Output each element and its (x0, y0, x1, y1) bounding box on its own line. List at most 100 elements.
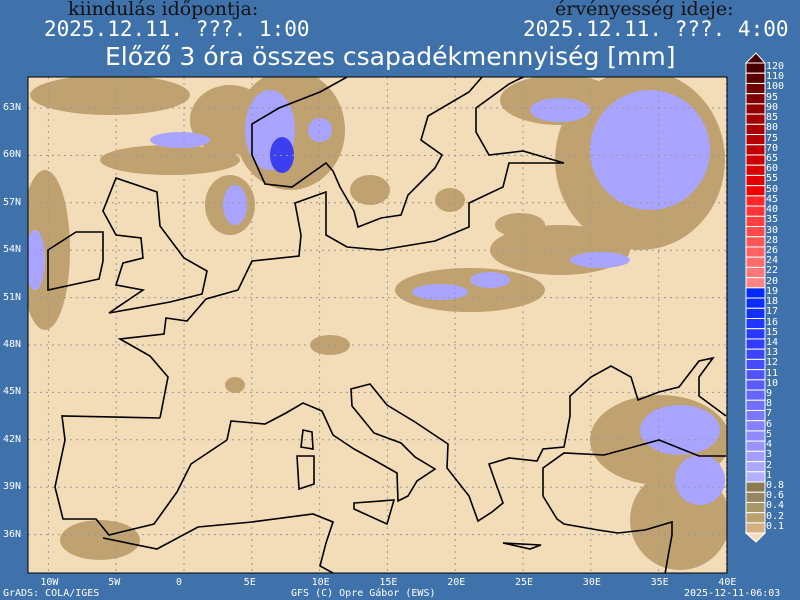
colorbar-swatch (745, 440, 766, 452)
footer-credit: GFS (C) Opre Gábor (EWS) (291, 588, 436, 599)
colorbar-swatch (745, 358, 766, 371)
colorbar-label: 19 (766, 285, 779, 297)
colorbar-label: 0.2 (766, 510, 785, 522)
colorbar-swatch (745, 399, 766, 411)
longitude-label: 35E (650, 577, 669, 588)
colorbar-label: 11 (766, 367, 779, 379)
colorbar-swatch (745, 236, 766, 248)
colorbar-label: 18 (766, 296, 779, 308)
colorbar-swatch (745, 512, 766, 524)
valid-time-value: 2025.12.11. ???. 4:00 (523, 17, 789, 41)
colorbar-swatch (745, 246, 766, 258)
longitude-label: 10W (40, 577, 59, 588)
colorbar-label: 15 (766, 326, 779, 338)
map-title: Előző 3 óra összes csapadékmennyiség [mm… (105, 42, 676, 71)
latitude-label: 63N (3, 102, 22, 113)
colorbar-swatch (745, 379, 766, 391)
colorbar-label: 75 (766, 132, 779, 144)
coast-scandinavia (251, 77, 483, 229)
colorbar-label: 45 (766, 193, 779, 205)
colorbar-label: 80 (766, 122, 779, 134)
colorbar-swatch (745, 195, 766, 207)
colorbar-label: 22 (766, 265, 779, 277)
colorbar-label: 40 (766, 204, 779, 216)
coast-turkey (542, 439, 726, 573)
colorbar-swatch (745, 491, 766, 503)
colorbar-swatch (745, 328, 766, 340)
colorbar-label: 3 (766, 449, 773, 461)
colorbar-label: 10 (766, 377, 779, 389)
longitude-label: 30E (582, 577, 601, 588)
init-time-label: kiindulás időpontja: (68, 0, 259, 20)
latitude-label: 54N (3, 244, 22, 256)
coast-mediterranean (226, 356, 727, 523)
valid-time-label: érvényesség ideje: (555, 0, 734, 20)
colorbar-swatch (745, 307, 766, 319)
colorbar-label: 120 (766, 61, 785, 72)
colorbar-label: 95 (766, 91, 779, 103)
precipitation-layer (28, 77, 727, 570)
coast-corsica (300, 429, 314, 450)
colorbar-label: 0.1 (766, 520, 785, 532)
colorbar-swatch (745, 297, 766, 309)
colorbar-label: 8 (766, 398, 773, 410)
coast-sardinia (296, 455, 315, 491)
colorbar-label: 12 (766, 357, 779, 369)
colorbar-swatch (745, 164, 766, 176)
coast-crete (502, 542, 542, 550)
colorbar-swatch (745, 409, 766, 422)
colorbar-label: 5 (766, 428, 773, 440)
colorbar-swatch (745, 522, 766, 534)
colorbar-swatch (745, 266, 766, 279)
colorbar-swatch (745, 461, 766, 473)
colorbar-bottom-arrow (744, 532, 767, 543)
colorbar-swatch (745, 215, 766, 228)
colorbar-label: 70 (766, 142, 779, 154)
latitude-label: 36N (3, 528, 22, 540)
colorbar-swatch (745, 226, 766, 238)
colorbar-label: 9 (766, 388, 773, 400)
colorbar-label: 7 (766, 408, 773, 420)
coast-ireland (47, 231, 104, 291)
colorbar-swatch (745, 174, 766, 187)
colorbar-label: 24 (766, 255, 779, 267)
colorbar-swatch (745, 338, 766, 350)
colorbar-label: 16 (766, 316, 779, 328)
colorbar-top-arrow (744, 52, 767, 64)
longitude-label: 5W (108, 577, 121, 588)
colorbar-swatch (745, 154, 766, 166)
colorbar-label: 4 (766, 439, 773, 451)
colorbar-label: 85 (766, 112, 779, 124)
latitude-label: 39N (3, 481, 22, 493)
colorbar-label: 28 (766, 234, 779, 246)
map-frame (27, 76, 728, 574)
colorbar-label: 17 (766, 306, 779, 318)
colorbar-label: 30 (766, 224, 779, 236)
longitude-label: 25E (515, 577, 534, 588)
colorbar-label: 50 (766, 183, 779, 195)
longitude-label: 20E (447, 577, 466, 588)
coastlines (47, 77, 727, 573)
coast-north-europe (117, 77, 565, 419)
colorbar-swatch (745, 82, 766, 95)
colorbar-swatch (745, 113, 766, 125)
colorbar-swatch (745, 72, 766, 84)
latitude-label: 42N (3, 433, 22, 445)
coast-britain (102, 176, 208, 314)
colorbar-label: 6 (766, 418, 773, 430)
latitude-label: 57N (3, 196, 22, 208)
colorbar-swatch (745, 185, 766, 197)
coast-north-africa (102, 513, 334, 573)
init-time-value: 2025.12.11. ???. 1:00 (44, 17, 310, 41)
colorbar-label: 55 (766, 173, 779, 185)
colorbar-swatch (745, 430, 766, 442)
colorbar-swatch (745, 103, 766, 115)
colorbar-swatch (745, 420, 766, 432)
colorbar-swatch (745, 318, 766, 330)
colorbar-swatch (745, 501, 766, 514)
colorbar-swatch (745, 481, 766, 493)
colorbar-label: 14 (766, 336, 779, 348)
colorbar-swatch (745, 471, 766, 483)
